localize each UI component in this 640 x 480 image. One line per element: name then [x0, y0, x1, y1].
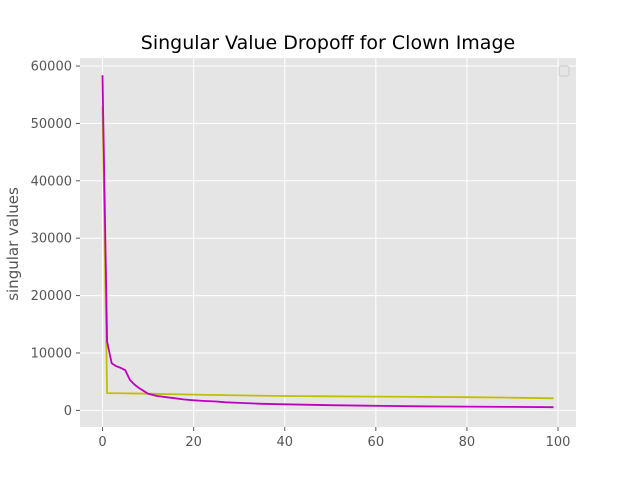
x-tick-label: 0	[98, 435, 106, 450]
grid	[80, 58, 576, 427]
y-tick-label: 10000	[31, 346, 72, 361]
y-tick-label: 40000	[31, 174, 72, 189]
series-line-1	[101, 106, 554, 400]
y-tick-label: 30000	[31, 232, 72, 247]
x-tick-label: 100	[546, 435, 571, 450]
x-tick-label: 60	[368, 435, 385, 450]
x-tick-label: 40	[276, 435, 293, 450]
y-tick-label: 60000	[31, 60, 72, 75]
x-tick-label: 20	[185, 435, 202, 450]
y-tick-label: 50000	[31, 117, 72, 132]
x-tick-label: 80	[459, 435, 476, 450]
plot-area	[80, 58, 576, 427]
y-tick-label: 0	[64, 404, 72, 419]
legend-box	[558, 65, 570, 77]
series-line-2	[101, 75, 554, 409]
y-axis-label: singular values	[4, 187, 22, 301]
y-tick-label: 20000	[31, 289, 72, 304]
chart-title: Singular Value Dropoff for Clown Image	[141, 32, 515, 54]
